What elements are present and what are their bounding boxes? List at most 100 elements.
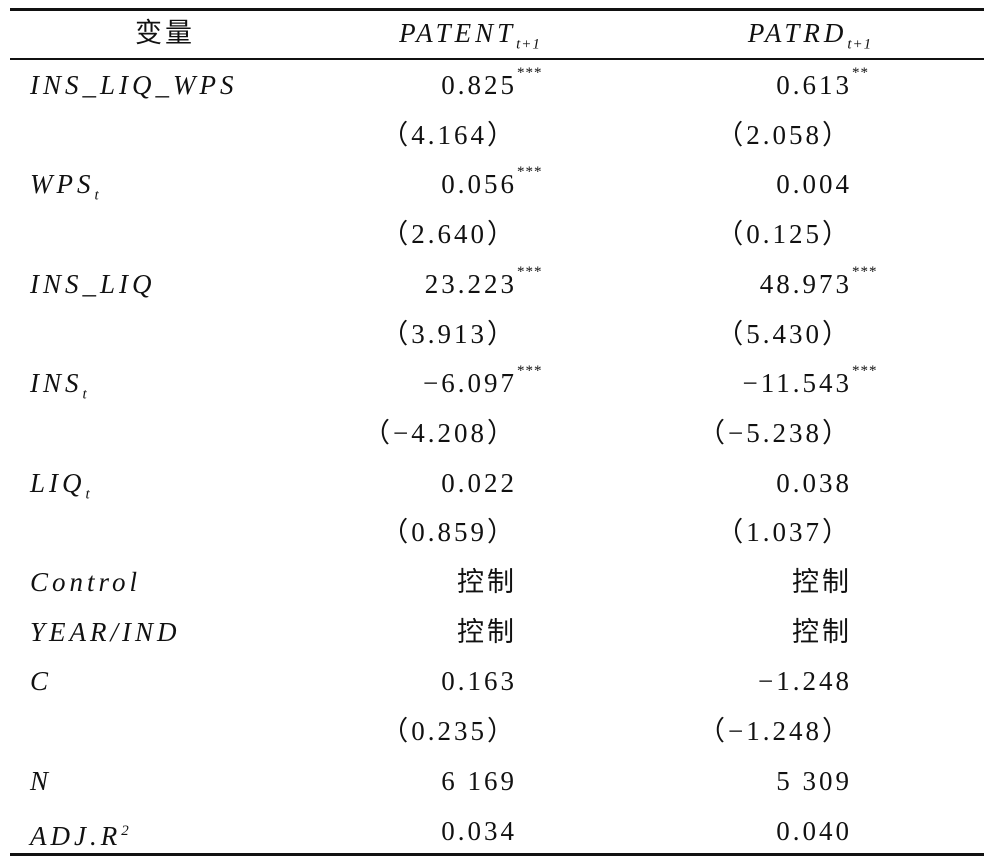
value-cell: −1.248: [758, 656, 852, 706]
significance-stars: ***: [852, 363, 878, 380]
value-cell: 控制: [457, 557, 517, 607]
value-cell: （0.235）: [381, 706, 517, 756]
cell-text: −11.543: [742, 368, 852, 399]
cell-text: （0.859）: [381, 517, 517, 548]
value-cell: 0.056 ***: [441, 159, 541, 209]
cell-text: 0.022: [441, 467, 517, 498]
cell-text: LIQ: [30, 467, 86, 498]
value-cell: （2.058）: [716, 110, 852, 160]
row-label: INS_LIQ: [30, 259, 156, 309]
significance-stars: ***: [517, 263, 543, 280]
row-label: LIQt: [30, 458, 91, 508]
value-cell: （−1.248）: [698, 706, 852, 756]
subscript: t: [82, 386, 88, 403]
cell-text: INS: [30, 368, 83, 399]
cell-text: ADJ.R: [30, 820, 122, 851]
value-cell: 0.038: [776, 458, 852, 508]
value-cell: （0.125）: [716, 209, 852, 259]
value-cell: （−4.208）: [363, 408, 517, 458]
cell-text: 0.034: [441, 815, 517, 846]
row-label: INSt: [30, 358, 88, 408]
cell-text: 5 309: [776, 765, 852, 796]
top-rule: [10, 8, 984, 11]
cell-text: PATRD: [747, 18, 848, 48]
value-cell: 48.973 ***: [759, 259, 877, 309]
value-cell: 0.034: [441, 806, 517, 856]
row-label: INS_LIQ_WPS: [30, 60, 238, 110]
value-cell: （4.164）: [381, 110, 517, 160]
subscript: t: [94, 187, 100, 204]
cell-text: N: [30, 765, 53, 796]
bottom-rule: [10, 853, 984, 856]
value-cell: 控制: [792, 557, 852, 607]
cell-text: YEAR/IND: [30, 616, 181, 647]
subscript: t+1: [847, 36, 873, 53]
cell-text: −1.248: [758, 666, 852, 697]
value-cell: 6 169: [441, 756, 517, 806]
row-label: WPSt: [30, 159, 100, 209]
cell-text: （0.235）: [381, 716, 517, 747]
row-label: YEAR/IND: [30, 607, 181, 657]
superscript: 2: [121, 822, 130, 839]
row-label: Control: [30, 557, 141, 607]
cell-text: （4.164）: [381, 119, 517, 150]
cell-text: INS_LIQ_WPS: [30, 70, 238, 100]
header-cell: PATENTt+1: [399, 8, 541, 58]
cell-text: （3.913）: [381, 318, 517, 349]
cell-text: 0.004: [776, 169, 852, 200]
value-cell: 23.223 ***: [424, 259, 542, 309]
header-rule: [10, 58, 984, 60]
value-cell: 0.004: [776, 159, 852, 209]
cell-text: Control: [30, 567, 142, 597]
value-cell: （1.037）: [716, 507, 852, 557]
cell-text: 0.613: [776, 70, 852, 100]
significance-stars: ***: [517, 164, 543, 181]
value-cell: 0.825 ***: [441, 60, 541, 110]
value-cell: 控制: [457, 607, 517, 657]
cell-text: （2.640）: [381, 219, 517, 250]
cell-text: −6.097: [423, 368, 517, 399]
cell-text: 控制: [792, 616, 852, 647]
cell-text: 控制: [457, 616, 517, 647]
cell-text: 0.163: [441, 666, 517, 697]
cell-text: 0.040: [776, 815, 852, 846]
cell-text: PATENT: [399, 18, 517, 48]
cell-text: WPS: [30, 169, 95, 200]
cell-text: （0.125）: [716, 219, 852, 250]
subscript: t+1: [516, 36, 541, 53]
cell-text: 23.223: [424, 268, 517, 299]
value-cell: −6.097 ***: [423, 358, 542, 408]
cell-text: 变量: [135, 18, 195, 48]
cell-text: INS_LIQ: [30, 268, 156, 299]
significance-stars: ***: [517, 65, 543, 81]
cell-text: 0.038: [776, 467, 852, 498]
cell-text: （1.037）: [716, 517, 852, 548]
value-cell: （0.859）: [381, 507, 517, 557]
significance-stars: ***: [852, 263, 878, 280]
value-cell: 0.040: [776, 806, 852, 856]
cell-text: （−4.208）: [363, 417, 517, 448]
value-cell: 5 309: [776, 756, 852, 806]
row-label: C: [30, 656, 52, 706]
row-label: ADJ.R2: [30, 806, 130, 856]
value-cell: （−5.238）: [698, 408, 852, 458]
row-label: N: [30, 756, 52, 806]
value-cell: 控制: [792, 607, 852, 657]
cell-text: 控制: [792, 567, 852, 597]
value-cell: −11.543 ***: [742, 358, 877, 408]
significance-stars: **: [852, 65, 869, 81]
cell-text: 48.973: [759, 268, 852, 299]
value-cell: 0.613 **: [776, 60, 868, 110]
cell-text: （2.058）: [716, 119, 852, 150]
cell-text: 控制: [457, 567, 517, 597]
significance-stars: ***: [517, 363, 543, 380]
header-cell: 变量: [135, 8, 195, 58]
value-cell: （5.430）: [716, 309, 852, 359]
value-cell: （3.913）: [381, 309, 517, 359]
subscript: t: [85, 485, 91, 502]
value-cell: 0.163: [441, 656, 517, 706]
cell-text: （−1.248）: [698, 716, 852, 747]
cell-text: （5.430）: [716, 318, 852, 349]
value-cell: 0.022: [441, 458, 517, 508]
